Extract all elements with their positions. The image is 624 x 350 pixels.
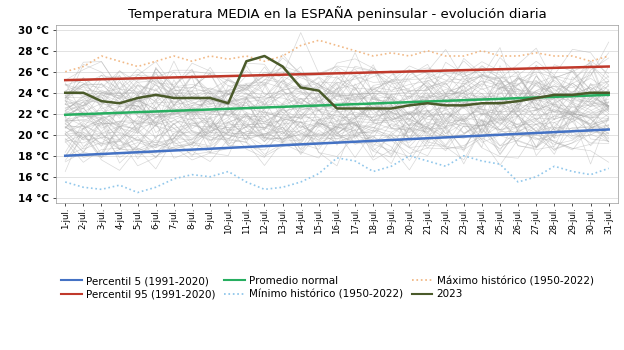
Title: Temperatura MEDIA en la ESPAÑA peninsular - evolución diaria: Temperatura MEDIA en la ESPAÑA peninsula…: [127, 6, 547, 21]
Legend: Percentil 5 (1991-2020), Percentil 95 (1991-2020), Promedio normal, Mínimo histó: Percentil 5 (1991-2020), Percentil 95 (1…: [61, 276, 593, 299]
